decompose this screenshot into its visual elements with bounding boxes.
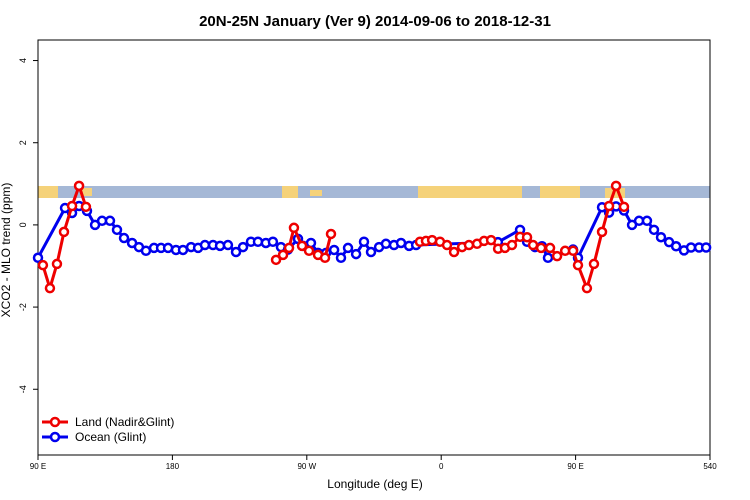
point	[342, 242, 354, 254]
x-tick-label: 540	[703, 462, 717, 471]
point	[267, 236, 279, 247]
point	[527, 239, 539, 251]
point	[358, 236, 370, 247]
chart-title: 20N-25N January (Ver 9) 2014-09-06 to 20…	[199, 13, 551, 30]
x-tick-label: 90 E	[30, 462, 46, 471]
point	[118, 232, 130, 244]
point	[567, 245, 579, 257]
y-tick-label: -2	[18, 303, 28, 311]
point	[140, 245, 152, 257]
point	[288, 222, 300, 234]
point	[73, 180, 85, 192]
x-tick-label: 90 E	[567, 462, 583, 471]
point	[58, 226, 70, 238]
point	[535, 242, 547, 254]
point	[277, 249, 289, 261]
point	[380, 238, 392, 250]
point	[603, 200, 615, 212]
x-axis-label: Longitude (deg E)	[327, 477, 422, 491]
point	[610, 180, 622, 192]
point	[618, 201, 630, 213]
point	[199, 239, 211, 251]
point	[655, 231, 667, 243]
point	[296, 240, 308, 252]
point	[177, 244, 189, 256]
point	[283, 242, 295, 254]
point	[111, 224, 123, 236]
legend-marker	[49, 416, 61, 428]
point	[104, 215, 116, 227]
point	[572, 259, 584, 271]
point	[230, 246, 242, 258]
point	[463, 239, 475, 251]
legend-label: Ocean (Glint)	[75, 430, 146, 444]
point	[506, 239, 518, 251]
point	[44, 282, 56, 294]
y-tick-label: 2	[18, 140, 28, 145]
point	[596, 226, 608, 238]
point	[252, 236, 264, 247]
map-strip	[38, 186, 710, 198]
point	[303, 245, 315, 257]
point	[441, 239, 453, 251]
point	[685, 242, 697, 253]
point	[37, 259, 49, 271]
point	[350, 248, 362, 260]
point	[551, 250, 563, 262]
point	[319, 252, 331, 264]
legend: Land (Nadir&Glint)Ocean (Glint)	[42, 415, 174, 444]
point	[521, 231, 533, 243]
point	[588, 258, 600, 270]
point	[641, 215, 653, 227]
x-tick-label: 90 W	[297, 462, 316, 471]
legend-marker	[49, 431, 61, 443]
y-tick-label: -4	[18, 385, 28, 393]
point	[328, 244, 340, 256]
point	[66, 200, 78, 212]
point	[544, 242, 556, 254]
point	[700, 242, 712, 253]
point	[485, 234, 497, 246]
point	[648, 224, 660, 236]
y-tick-label: 4	[18, 58, 28, 63]
point	[32, 252, 44, 264]
point	[365, 246, 377, 258]
y-tick-label: 0	[18, 222, 28, 227]
x-tick-label: 0	[439, 462, 444, 471]
point	[222, 239, 234, 251]
point	[448, 246, 460, 258]
x-tick-label: 180	[166, 462, 180, 471]
point	[335, 252, 347, 264]
legend-label: Land (Nadir&Glint)	[75, 415, 174, 429]
point	[51, 258, 63, 270]
y-axis-label: XCO2 - MLO trend (ppm)	[0, 183, 13, 318]
point	[581, 282, 593, 294]
point	[80, 201, 92, 213]
point	[395, 237, 407, 249]
point	[237, 241, 249, 253]
point	[542, 252, 554, 264]
point	[325, 228, 337, 240]
point	[670, 241, 682, 252]
point	[270, 254, 282, 266]
